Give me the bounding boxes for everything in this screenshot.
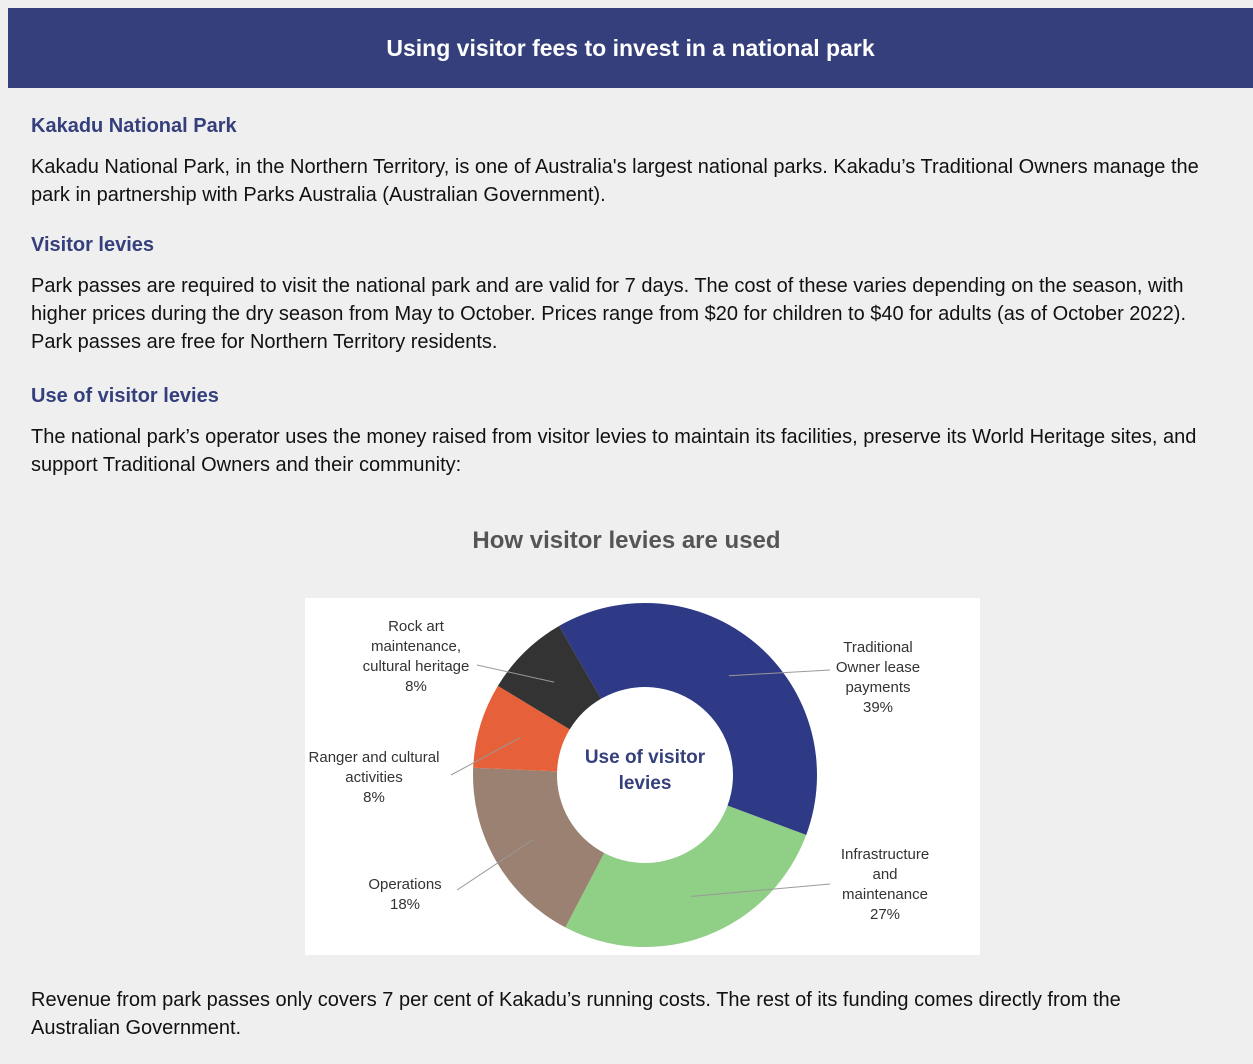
leader-line bbox=[450, 736, 521, 776]
leader-line bbox=[476, 664, 555, 683]
slice-value: 8% bbox=[405, 678, 427, 695]
section-text: Park passes are required to visit the na… bbox=[31, 275, 1187, 353]
slice-category: Infrastructure and maintenance bbox=[840, 846, 930, 903]
footer-text: Revenue from park passes only covers 7 p… bbox=[31, 989, 1121, 1039]
section-heading: Visitor levies bbox=[31, 234, 155, 256]
header-title: Using visitor fees to invest in a nation… bbox=[8, 8, 1253, 88]
slice-category: Rock art maintenance, cultural heritage bbox=[362, 618, 470, 675]
donut-slice bbox=[473, 767, 605, 928]
center-label: Use of visitor levies bbox=[584, 747, 706, 794]
leader-line bbox=[728, 669, 831, 677]
slice-label: Infrastructure and maintenance 27% bbox=[833, 845, 938, 925]
chart-title: How visitor levies are used bbox=[472, 527, 781, 554]
slice-label: Ranger and cultural activities 8% bbox=[302, 748, 447, 808]
donut-slice bbox=[565, 805, 807, 947]
section-text: Kakadu National Park, in the Northern Te… bbox=[31, 156, 1199, 206]
slice-label: Rock art maintenance, cultural heritage 8… bbox=[354, 617, 479, 697]
section-heading: Kakadu National Park bbox=[31, 115, 237, 137]
slice-value: 39% bbox=[862, 699, 894, 716]
donut-slice bbox=[559, 603, 817, 835]
slice-category: Traditional Owner lease payments bbox=[835, 639, 921, 696]
chart: Use of visitor levies Traditional Owner … bbox=[305, 598, 980, 955]
leader-line bbox=[691, 883, 831, 897]
section-heading: Use of visitor levies bbox=[31, 385, 219, 407]
slice-category: Ranger and cultural activities bbox=[308, 749, 440, 786]
leader-line bbox=[456, 839, 533, 891]
slice-value: 8% bbox=[363, 789, 385, 806]
slice-label: Operations 18% bbox=[350, 875, 460, 915]
slice-category: Operations bbox=[368, 876, 442, 893]
donut-slice bbox=[497, 626, 601, 730]
section-text: The national park’s operator uses the mo… bbox=[31, 426, 1197, 476]
slice-value: 18% bbox=[389, 896, 421, 913]
slice-value: 27% bbox=[869, 906, 901, 923]
slice-label: Traditional Owner lease payments 39% bbox=[823, 638, 933, 718]
donut bbox=[450, 603, 831, 947]
